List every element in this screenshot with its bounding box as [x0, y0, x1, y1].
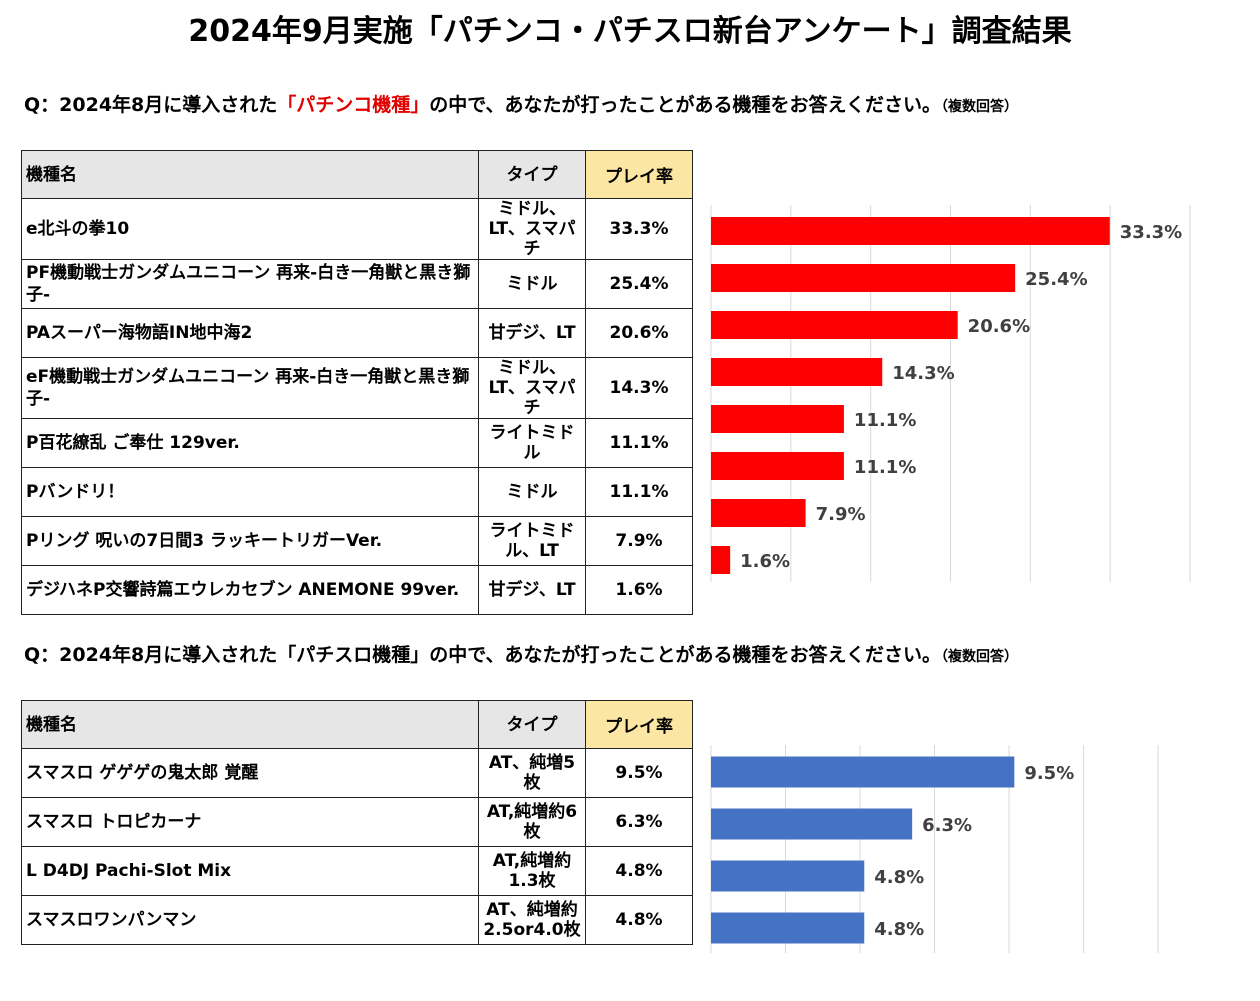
play-rate: 11.1%	[585, 418, 693, 468]
machine-name: スマスロワンパンマン	[21, 895, 479, 945]
question-suffix: の中で、あなたが打ったことがある機種をお答えください。	[429, 644, 941, 666]
question-prefix: Q：2024年8月に導入された	[24, 644, 278, 666]
bar	[711, 499, 806, 527]
data-label: 14.3%	[892, 363, 954, 384]
machine-type: ミドル	[478, 467, 586, 517]
machine-name: e北斗の拳10	[21, 198, 479, 260]
machine-type: ミドル、LT、スマパチ	[478, 357, 586, 419]
machine-name: PF機動戦士ガンダムユニコーン 再来-白き一角獣と黒き獅子-	[21, 259, 479, 309]
pachinko-table: 機種名 タイプ プレイ率 e北斗の拳10 ミドル、LT、スマパチ 33.3% P…	[21, 150, 693, 615]
table-row: デジハネP交響詩篇エウレカセブン ANEMONE 99ver. 甘デジ、LT 1…	[21, 565, 693, 615]
data-label: 11.1%	[854, 457, 916, 478]
machine-type: ライトミドル	[478, 418, 586, 468]
bar	[711, 311, 958, 339]
question-note: （複数回答）	[940, 649, 1018, 665]
data-label: 4.8%	[874, 867, 924, 888]
machine-type: ミドル	[478, 259, 586, 309]
machine-type: ミドル、LT、スマパチ	[478, 198, 586, 260]
table-row: e北斗の拳10 ミドル、LT、スマパチ 33.3%	[21, 198, 693, 260]
play-rate: 11.1%	[585, 467, 693, 517]
question-note: （複数回答）	[940, 99, 1018, 115]
machine-name: Pバンドリ！	[21, 467, 479, 517]
bar	[711, 808, 913, 840]
play-rate: 4.8%	[585, 895, 693, 945]
bar	[711, 358, 883, 386]
data-label: 7.9%	[816, 504, 866, 525]
bar	[711, 546, 731, 574]
table-row: Pバンドリ！ ミドル 11.1%	[21, 467, 693, 517]
bar	[711, 217, 1110, 245]
table-row: スマスロ トロピカーナ AT,純増約6枚 6.3%	[21, 797, 693, 847]
data-label: 9.5%	[1024, 763, 1074, 784]
page-title: 2024年9月実施「パチンコ・パチスロ新台アンケート」調査結果	[188, 14, 1072, 49]
table-row: L D4DJ Pachi-Slot Mix AT,純増約1.3枚 4.8%	[21, 846, 693, 896]
pachislot-table: 機種名 タイプ プレイ率 スマスロ ゲゲゲの鬼太郎 覚醒 AT、純増5枚 9.5…	[21, 700, 693, 945]
pachinko-question: Q：2024年8月に導入された「パチンコ機種」の中で、あなたが打ったことがある機…	[24, 90, 1018, 117]
question-highlight: 「パチンコ機種」	[277, 94, 430, 116]
question-highlight: 「パチスロ機種」	[277, 644, 430, 666]
machine-name: PAスーパー海物語IN地中海2	[21, 308, 479, 358]
bar	[711, 452, 844, 480]
machine-name: デジハネP交響詩篇エウレカセブン ANEMONE 99ver.	[21, 565, 479, 615]
machine-name: Pリング 呪いの7日間3 ラッキートリガーVer.	[21, 516, 479, 566]
data-label: 20.6%	[968, 316, 1030, 337]
bar	[711, 860, 865, 892]
header-type: タイプ	[478, 150, 586, 199]
header-rate: プレイ率	[585, 150, 693, 199]
data-label: 4.8%	[874, 919, 924, 940]
header-rate: プレイ率	[585, 700, 693, 749]
table-row: eF機動戦士ガンダムユニコーン 再来-白き一角獣と黒き獅子- ミドル、LT、スマ…	[21, 357, 693, 419]
data-label: 1.6%	[740, 551, 790, 572]
play-rate: 20.6%	[585, 308, 693, 358]
table-header-row: 機種名 タイプ プレイ率	[21, 700, 693, 749]
table-row: PAスーパー海物語IN地中海2 甘デジ、LT 20.6%	[21, 308, 693, 358]
header-name: 機種名	[21, 700, 479, 749]
machine-type: AT、純増約2.5or4.0枚	[478, 895, 586, 945]
table-row: Pリング 呪いの7日間3 ラッキートリガーVer. ライトミドル、LT 7.9%	[21, 516, 693, 566]
machine-type: 甘デジ、LT	[478, 565, 586, 615]
data-label: 6.3%	[922, 815, 972, 836]
data-label: 25.4%	[1025, 269, 1087, 290]
bar	[711, 912, 865, 944]
play-rate: 33.3%	[585, 198, 693, 260]
pachislot-question: Q：2024年8月に導入された「パチスロ機種」の中で、あなたが打ったことがある機…	[24, 640, 1018, 667]
play-rate: 14.3%	[585, 357, 693, 419]
table-row: PF機動戦士ガンダムユニコーン 再来-白き一角獣と黒き獅子- ミドル 25.4%	[21, 259, 693, 309]
machine-name: eF機動戦士ガンダムユニコーン 再来-白き一角獣と黒き獅子-	[21, 357, 479, 419]
bar	[711, 264, 1016, 292]
question-suffix: の中で、あなたが打ったことがある機種をお答えください。	[429, 94, 941, 116]
bar	[711, 405, 844, 433]
play-rate: 4.8%	[585, 846, 693, 896]
play-rate: 6.3%	[585, 797, 693, 847]
question-prefix: Q：2024年8月に導入された	[24, 94, 278, 116]
play-rate: 1.6%	[585, 565, 693, 615]
table-row: スマスロワンパンマン AT、純増約2.5or4.0枚 4.8%	[21, 895, 693, 945]
data-label: 33.3%	[1120, 222, 1182, 243]
bar	[711, 756, 1015, 788]
machine-name: L D4DJ Pachi-Slot Mix	[21, 846, 479, 896]
data-label: 11.1%	[854, 410, 916, 431]
